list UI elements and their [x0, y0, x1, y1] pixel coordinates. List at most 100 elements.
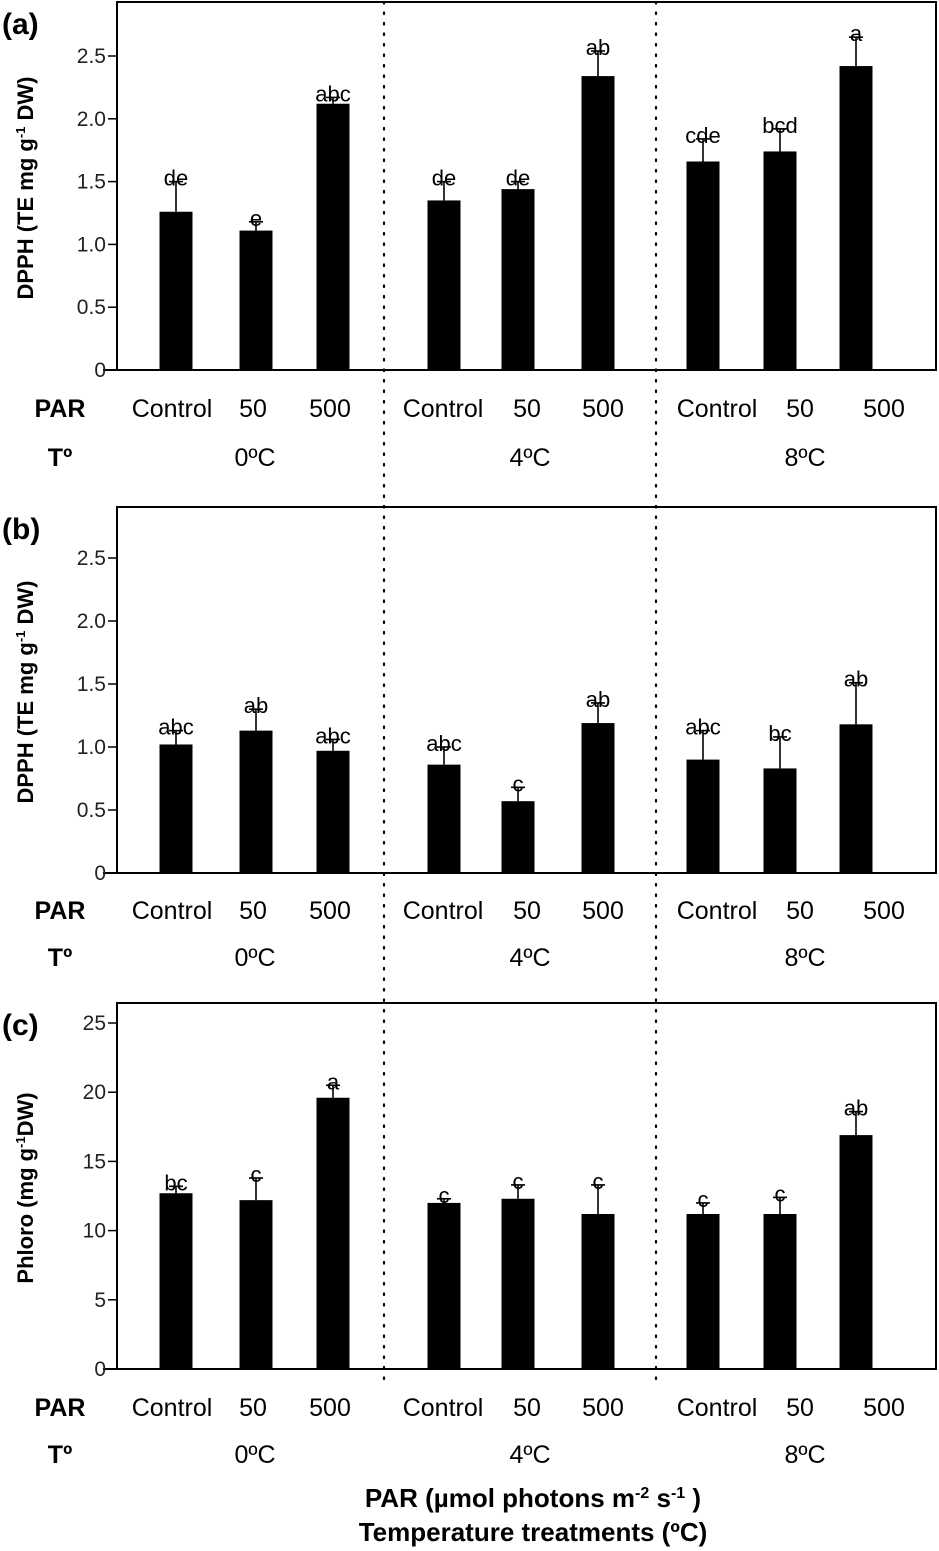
x-axis-title: PAR (µmol photons m-2 s-1 ) Temperature …	[359, 1483, 708, 1547]
y-tick-label: 1.0	[77, 233, 106, 256]
category-label: Control	[403, 1394, 484, 1422]
significance-label: cde	[685, 123, 720, 148]
x-title-line1: PAR (µmol photons m-2 s-1 )	[365, 1483, 701, 1513]
significance-label: abc	[315, 723, 350, 748]
bar	[427, 1202, 461, 1369]
bar	[839, 66, 873, 370]
group-label: 0ºC	[234, 1441, 275, 1469]
bar	[686, 759, 720, 873]
y-tick-label: 0.5	[77, 799, 106, 822]
significance-label: de	[506, 166, 530, 191]
bar	[239, 730, 273, 873]
x-title-line2: Temperature treatments (ºC)	[359, 1517, 708, 1547]
significance-label: abc	[158, 715, 193, 740]
significance-label: ab	[844, 1096, 868, 1121]
category-label: 50	[513, 897, 541, 925]
significance-label: a	[850, 21, 863, 46]
significance-label: bc	[164, 1170, 187, 1195]
category-label: 500	[309, 897, 351, 925]
significance-label: abc	[685, 715, 720, 740]
group-label: 4ºC	[509, 944, 550, 972]
category-label: 50	[239, 897, 267, 925]
y-label-tail: DW)	[13, 77, 38, 127]
bar	[839, 1135, 873, 1369]
bar	[159, 211, 193, 370]
significance-label: c	[513, 771, 524, 796]
bar	[581, 76, 615, 370]
bar	[763, 768, 797, 873]
category-label: 500	[863, 897, 905, 925]
bar	[581, 723, 615, 873]
group-label: 8ºC	[784, 1441, 825, 1469]
bar	[763, 151, 797, 370]
category-label: Control	[677, 1394, 758, 1422]
significance-label: ab	[586, 687, 610, 712]
category-label: 50	[786, 897, 814, 925]
y-label-sup: -1	[13, 127, 28, 139]
y-axis-label: DPPH (TE mg g-1 DW)	[13, 581, 38, 804]
panel-c: (c) 0 5 10 15 20 25 Phloro (mg g-1DW) bc c a c c c c c a…	[2, 1002, 937, 1469]
significance-label: c	[439, 1183, 450, 1208]
category-label: 500	[582, 395, 624, 423]
bar	[316, 103, 350, 370]
significance-label: bcd	[762, 113, 797, 138]
category-label: Control	[677, 395, 758, 423]
bar	[316, 1097, 350, 1369]
category-label: 50	[513, 395, 541, 423]
y-tick-label: 2.0	[77, 610, 106, 633]
y-tick-label: 5	[94, 1289, 106, 1312]
significance-label: e	[250, 206, 262, 231]
y-label-main: Phloro (mg g	[13, 1148, 38, 1284]
category-label: Control	[403, 897, 484, 925]
panel-b: (b) 0 0.5 1.0 1.5 2.0 2.5 DPPH (TE mg g-1 DW) ab…	[2, 506, 937, 972]
bar	[501, 189, 535, 370]
bar	[686, 1213, 720, 1369]
significance-label: ab	[244, 693, 268, 718]
category-label: 500	[582, 1394, 624, 1422]
category-label: 50	[239, 1394, 267, 1422]
category-label: 500	[309, 395, 351, 423]
temp-row-header: Tº	[48, 444, 72, 472]
bar	[159, 1193, 193, 1369]
category-label: Control	[677, 897, 758, 925]
significance-label: de	[432, 166, 456, 191]
y-label-main: DPPH (TE mg g	[13, 642, 38, 803]
y-tick-label: 2.0	[77, 108, 106, 131]
y-tick-label: 1.5	[77, 171, 106, 194]
panel-a: (a) 0 0.5 1.0 1.5 2.0 2.5 DPPH (TE mg g-1 DW) de…	[2, 1, 937, 472]
category-label: 500	[582, 897, 624, 925]
y-tick-label: 1.5	[77, 673, 106, 696]
y-label-sup: -1	[13, 1136, 28, 1148]
group-label: 8ºC	[784, 444, 825, 472]
category-label: 50	[786, 1394, 814, 1422]
group-label: 8ºC	[784, 944, 825, 972]
bar	[159, 744, 193, 873]
significance-label: bc	[768, 721, 791, 746]
y-tick-label: 0	[94, 862, 106, 885]
category-label: Control	[132, 395, 213, 423]
group-label: 4ºC	[509, 444, 550, 472]
y-label-tail: DW)	[13, 1092, 38, 1136]
par-row-header: PAR	[35, 395, 86, 423]
y-axis-label: Phloro (mg g-1DW)	[13, 1092, 38, 1283]
category-label: 500	[863, 395, 905, 423]
group-label: 0ºC	[234, 444, 275, 472]
y-tick-label: 0	[94, 359, 106, 382]
par-row-header: PAR	[35, 897, 86, 925]
bar	[686, 161, 720, 370]
significance-label: abc	[426, 731, 461, 756]
significance-label: ab	[586, 35, 610, 60]
significance-label: c	[698, 1187, 709, 1212]
category-label: Control	[132, 1394, 213, 1422]
par-row-header: PAR	[35, 1394, 86, 1422]
significance-label: a	[327, 1069, 340, 1094]
y-tick-label: 0	[94, 1358, 106, 1381]
bar	[501, 1198, 535, 1369]
bar	[581, 1213, 615, 1369]
bar	[239, 230, 273, 370]
temp-row-header: Tº	[48, 1441, 72, 1469]
y-tick-label: 20	[83, 1081, 106, 1104]
group-separators	[382, 0, 658, 1390]
bar	[501, 801, 535, 873]
